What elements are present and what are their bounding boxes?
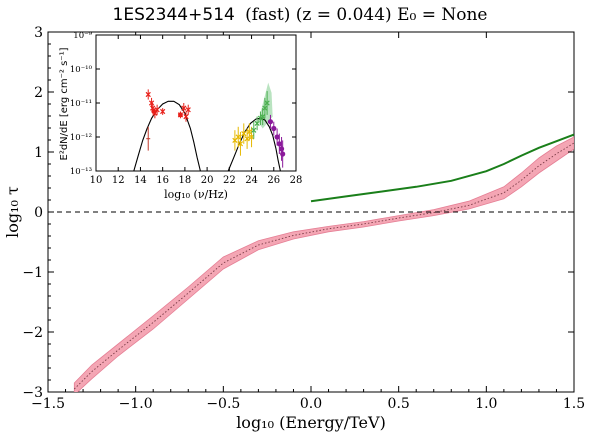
yellow-point-marker (246, 129, 252, 135)
yellow-point-marker (235, 134, 241, 140)
inset-y-tick-label: 10⁻¹³ (70, 167, 92, 177)
inset-x-tick-label: 20 (201, 175, 214, 186)
y-axis-label: log₁₀ τ (3, 186, 22, 238)
x-tick-label: 0.0 (300, 396, 322, 412)
green-point-marker (251, 127, 257, 133)
inset-sed-plot: 10 12 14 16 18 20 22 24 26 28 10⁻¹³ 10⁻¹² 10⁻¹¹ 10⁻¹⁰… (70, 31, 302, 186)
purple-point-marker (280, 151, 286, 157)
inset-y-tick-label: 10⁻¹¹ (70, 99, 92, 109)
red-point-marker (183, 113, 189, 120)
inset-x-tick-label: 16 (156, 175, 169, 186)
inset-y-tick-label: 10⁻⁹ (73, 31, 92, 41)
y-tick-label: −3 (22, 385, 43, 401)
y-tick-label: −1 (22, 265, 43, 281)
red-point-marker (185, 107, 191, 113)
tau-green-line (310, 133, 574, 203)
inset-y-tick-label: 10⁻¹⁰ (70, 65, 93, 75)
x-tick-label: −1.5 (31, 396, 65, 412)
chart-title: 1ES2344+514 (fast) (z = 0.044) E₀ = None (113, 5, 488, 25)
red-point-dot (151, 109, 157, 114)
chart-title-rest: (fast) (z = 0.044) E₀ = None (245, 5, 487, 25)
yellow-point-marker (237, 141, 244, 147)
purple-point-marker (267, 119, 274, 125)
green-point-marker (254, 120, 260, 127)
yellow-point-marker (248, 134, 255, 140)
x-tick-label: 1.5 (563, 396, 585, 412)
red-point-marker (160, 108, 166, 115)
y-tick-label: 2 (34, 85, 43, 101)
inset-x-tick-label: 28 (290, 175, 303, 186)
purple-point-marker (274, 134, 280, 140)
y-tick-label: 1 (34, 145, 43, 161)
chart-title-source: 1ES2344+514 (113, 5, 235, 25)
y-tick-label: 0 (34, 205, 43, 221)
inset-x-tick-label: 24 (245, 175, 258, 186)
x-tick-label: 1.0 (475, 396, 497, 412)
inset-x-axis-label: log₁₀ (ν/Hz) (164, 188, 228, 201)
inset-x-tick-label: 14 (134, 175, 147, 186)
purple-point-marker (278, 146, 285, 152)
x-tick-label: 0.5 (388, 396, 410, 412)
x-tick-label: −1.0 (119, 396, 153, 412)
yellow-point-marker (244, 136, 250, 142)
y-tick-label: −2 (22, 325, 43, 341)
inset-y-tick-label: 10⁻¹² (70, 133, 92, 143)
inset-x-tick-label: 10 (90, 175, 103, 186)
tau-median-line (73, 142, 574, 390)
green-point-marker (264, 100, 270, 106)
red-point-marker (181, 105, 187, 111)
synchrotron-model-curve (133, 100, 201, 171)
inset-y-axis-label: E²dN/dE [erg cm⁻² s⁻¹] (59, 47, 70, 160)
inset-x-tick-label: 26 (267, 175, 280, 186)
green-point-marker (262, 105, 268, 111)
inset-data-layer (133, 82, 286, 171)
x-tick-label: −0.5 (206, 396, 240, 412)
inset-x-tick-label: 12 (112, 175, 125, 186)
red-point-dot (178, 112, 183, 118)
tau-band-area (73, 136, 574, 392)
red-point-marker (148, 100, 155, 106)
tau-confidence-band (73, 136, 574, 392)
inset-x-tick-label: 22 (223, 175, 236, 186)
red-point-marker (145, 91, 151, 98)
green-point-marker (260, 113, 266, 120)
main-lines (48, 133, 574, 213)
purple-point-marker (271, 125, 277, 132)
inset-x-tick-label: 18 (179, 175, 192, 186)
purple-point-marker (276, 141, 282, 147)
x-axis-label: log₁₀ (Energy/TeV) (236, 413, 386, 432)
y-tick-label: 3 (34, 25, 43, 41)
inset-plot-frame (95, 34, 297, 172)
yellow-point-marker (241, 130, 247, 137)
